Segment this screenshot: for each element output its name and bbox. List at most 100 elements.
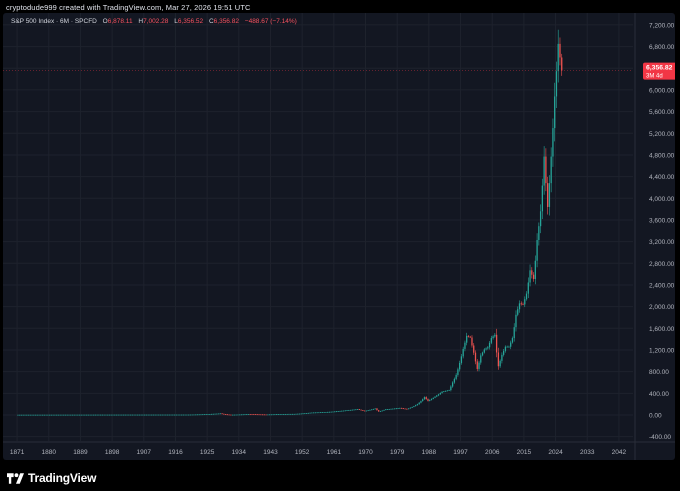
candle-body [172,414,174,416]
candle-body [228,414,230,416]
candle-body [425,397,427,400]
export-caption: cryptodude999 created with TradingView.c… [6,3,251,12]
candle-body [92,414,95,416]
x-tick-label: 2042 [612,449,627,456]
candle-body [407,408,410,410]
x-tick-label: 1988 [422,449,437,456]
candle-body [216,413,218,415]
candle-body [557,43,559,72]
candle-body [416,404,419,406]
candle-body [261,414,264,416]
candle-body [450,386,452,391]
candle-body [406,408,408,410]
candle-body [149,414,151,416]
candle-body [188,414,190,416]
candle-body [68,414,70,416]
candle-body [232,414,234,416]
candle-body [397,408,399,409]
x-tick-label: 1871 [10,449,25,456]
candle-body [144,414,146,416]
candle-body [180,414,183,416]
brand-name: TradingView [28,471,97,485]
candle-body [230,414,232,416]
legend-change: −488.67 (−7.14%) [244,18,297,25]
legend-low-label: L [174,18,178,25]
candle-body [43,414,46,416]
candle-body [283,413,285,415]
tradingview-logo-icon [7,472,24,484]
candle-body [38,414,40,416]
candle-body [508,346,510,348]
candle-body [246,414,248,415]
y-tick-label: 0.00 [649,412,662,419]
candle-body [136,414,139,416]
candle-body [221,413,223,415]
candle-body [415,405,417,407]
candle-body [288,413,290,415]
candle-body [298,413,301,415]
candle-body [548,183,551,207]
candle-body [103,414,105,416]
candle-body [307,412,309,414]
candle-body [446,390,448,392]
time-axis: 1871 1880 1889 1898 1907 1916 1925 1934 1943 1952… [3,441,675,456]
candle-body [437,394,440,396]
candle-body [112,414,114,416]
last-price-value: 6,356.82 [646,65,673,72]
candle-body [173,414,176,416]
candle-body [107,414,109,416]
brand[interactable]: TradingView [7,471,96,485]
candle-body [392,408,394,410]
candle-body [263,414,265,416]
candle-body [161,414,163,416]
candle-body [534,260,536,280]
candle-body [184,414,186,416]
candle-body [239,414,241,416]
candle-body [254,414,257,416]
x-tick-label: 1934 [232,449,247,456]
candle-body [115,414,118,416]
y-tick-label: 2,400.00 [649,282,675,289]
candle-body [515,314,517,328]
candle-body [56,414,58,416]
candle-body [388,408,390,410]
candle-body [295,413,297,415]
candle-body [390,408,392,410]
candle-body [439,393,441,395]
candle-body [163,414,165,416]
x-tick-label: 2033 [580,449,595,456]
price-chart[interactable]: 7,200.006,800.006,400.006,000.005,600.00… [3,13,675,460]
candle-body [481,352,484,356]
candle-body [223,413,225,415]
candle-body [265,414,267,416]
candle-body [147,414,149,416]
legend-symbol: S&P 500 Index · 6M · SPCFD [11,18,97,25]
candle-body [444,390,447,392]
candle-body [119,414,121,416]
candle-body [487,347,489,349]
candle-body [504,346,507,351]
candle-body [561,57,563,71]
candle-body [334,411,336,413]
candle-body [332,411,334,413]
candle-body [297,413,299,415]
candle-body [525,293,528,300]
candle-body [536,240,538,261]
y-tick-label: 4,400.00 [649,174,675,181]
candle-body [251,414,253,415]
candle-body [219,413,221,415]
y-tick-label: 5,600.00 [649,109,675,116]
candles [17,29,563,416]
x-tick-label: 1907 [137,449,152,456]
candle-body [432,397,434,399]
candle-body [466,335,468,343]
x-tick-label: 2015 [517,449,532,456]
candle-body [413,406,415,407]
candle-body [341,410,343,412]
candle-body [462,348,464,357]
chart-panel[interactable]: 7,200.006,800.006,400.006,000.005,600.00… [3,13,675,460]
price-axis: 7,200.006,800.006,400.006,000.005,600.00… [634,13,675,460]
candle-body [422,399,424,402]
candle-body [531,270,533,275]
candle-body [253,414,255,415]
